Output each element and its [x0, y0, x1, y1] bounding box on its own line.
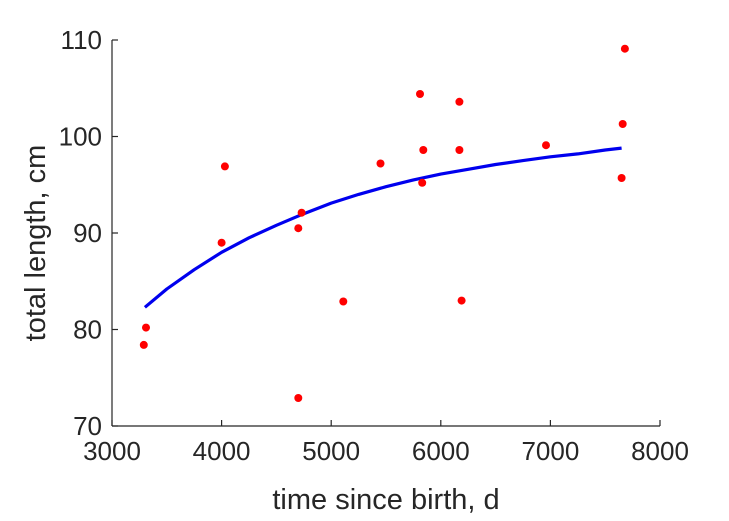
scatter-point	[142, 323, 150, 332]
scatter-series	[139, 44, 629, 402]
scatter-point	[297, 208, 306, 217]
y-axis-label: total length, cm	[20, 145, 52, 342]
axes	[111, 39, 661, 427]
fit-curve-line	[143, 146, 622, 309]
y-tick-label: 90	[73, 218, 102, 248]
scatter-point	[294, 224, 303, 233]
scatter-point	[418, 178, 427, 187]
y-tick-label: 70	[73, 411, 102, 441]
scatter-point	[217, 238, 226, 247]
tick-labels: 3000 4000 5000 6000 7000 8000 70 80 90 100 110	[59, 25, 689, 466]
scatter-point	[220, 162, 229, 171]
y-tick-label: 100	[59, 122, 102, 152]
scatter-point	[376, 159, 385, 168]
fit-curve-series	[143, 146, 622, 309]
scatter-point	[294, 394, 303, 402]
scatter-point	[542, 141, 550, 150]
x-tick-label: 3000	[83, 436, 141, 466]
scatter-point	[455, 97, 464, 106]
scatter-point	[617, 174, 626, 182]
y-tick-label: 110	[61, 25, 102, 55]
scatter-point	[339, 297, 348, 306]
scatter-point	[419, 146, 428, 154]
scatter-point	[457, 296, 466, 305]
x-tick-label: 7000	[521, 436, 579, 466]
x-tick-label: 5000	[302, 436, 360, 466]
x-tick-label: 4000	[193, 436, 251, 466]
x-tick-label: 8000	[631, 436, 689, 466]
scatter-point	[455, 146, 464, 154]
scatter-point	[416, 90, 424, 98]
scatter-point	[620, 44, 629, 53]
y-tick-label: 80	[73, 315, 102, 345]
x-tick-label: 6000	[412, 436, 470, 466]
x-axis-label: time since birth, d	[272, 484, 499, 516]
scatter-point	[618, 120, 627, 128]
scatter-point	[139, 340, 148, 349]
